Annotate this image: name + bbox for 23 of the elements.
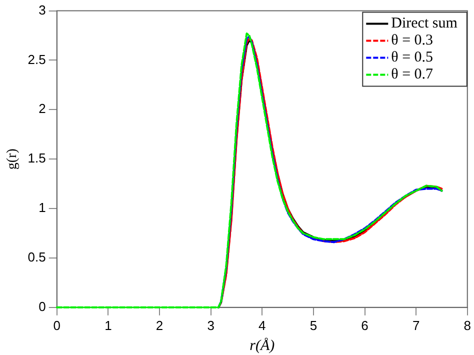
y-axis-title: g(r) — [5, 148, 20, 170]
x-axis-title: r(Å) — [250, 336, 275, 354]
x-tick-label: 3 — [207, 318, 214, 333]
x-tick-label: 7 — [412, 318, 420, 333]
x-tick-label: 8 — [464, 318, 471, 333]
y-tick-label: 1.5 — [28, 150, 46, 166]
y-tick-label: 2.5 — [28, 52, 46, 67]
legend-label: Direct sum — [391, 16, 458, 32]
y-tick-label: 0 — [38, 298, 46, 314]
legend-label: θ = 0.5 — [391, 50, 434, 66]
x-tick-label: 5 — [310, 318, 318, 333]
x-tick-label: 0 — [53, 318, 60, 333]
y-tick-label: 2 — [38, 101, 46, 116]
x-tick-label: 2 — [156, 318, 164, 333]
x-tick-label: 1 — [104, 318, 112, 333]
y-tick-label: 0.5 — [28, 250, 46, 265]
y-tick-label: 3 — [38, 2, 46, 18]
legend-label: θ = 0.3 — [391, 32, 434, 49]
y-tick-label: 1 — [38, 200, 46, 216]
legend-label: θ = 0.7 — [391, 66, 434, 83]
line-series — [56, 32, 443, 308]
x-tick-label: 4 — [258, 318, 266, 333]
x-tick-label: 6 — [361, 318, 368, 333]
